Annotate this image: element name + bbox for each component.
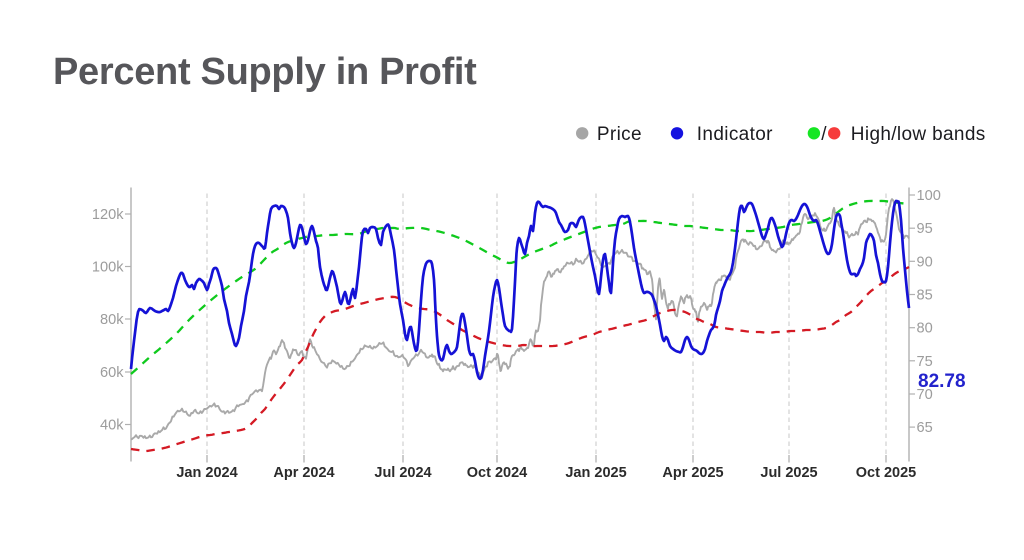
svg-text:Oct 2025: Oct 2025 <box>856 465 916 481</box>
svg-text:100: 100 <box>917 188 941 204</box>
svg-text:82.78: 82.78 <box>918 371 966 392</box>
svg-text:75: 75 <box>917 354 933 370</box>
svg-text:100k: 100k <box>92 260 124 276</box>
svg-text:Indicator: Indicator <box>697 124 773 145</box>
svg-text:60k: 60k <box>100 365 124 381</box>
svg-text:High/low bands: High/low bands <box>851 124 986 145</box>
svg-text:80: 80 <box>917 321 933 337</box>
svg-text:Apr 2025: Apr 2025 <box>662 465 723 481</box>
svg-text:Jan 2024: Jan 2024 <box>176 465 237 481</box>
svg-text:70: 70 <box>917 387 933 403</box>
svg-text:80k: 80k <box>100 312 124 328</box>
svg-text:Jan 2025: Jan 2025 <box>565 465 626 481</box>
svg-text:85: 85 <box>917 288 933 304</box>
svg-text:65: 65 <box>917 420 933 436</box>
svg-text:40k: 40k <box>100 418 124 434</box>
svg-text:Oct 2024: Oct 2024 <box>467 465 527 481</box>
svg-text:95: 95 <box>917 221 933 237</box>
svg-text:/: / <box>821 124 827 145</box>
svg-text:Apr 2024: Apr 2024 <box>273 465 334 481</box>
svg-text:Jul 2024: Jul 2024 <box>374 465 431 481</box>
svg-text:Jul 2025: Jul 2025 <box>760 465 817 481</box>
svg-text:120k: 120k <box>92 207 124 223</box>
svg-text:Price: Price <box>597 124 642 145</box>
svg-text:Percent Supply in Profit: Percent Supply in Profit <box>53 51 477 93</box>
svg-text:90: 90 <box>917 254 933 270</box>
